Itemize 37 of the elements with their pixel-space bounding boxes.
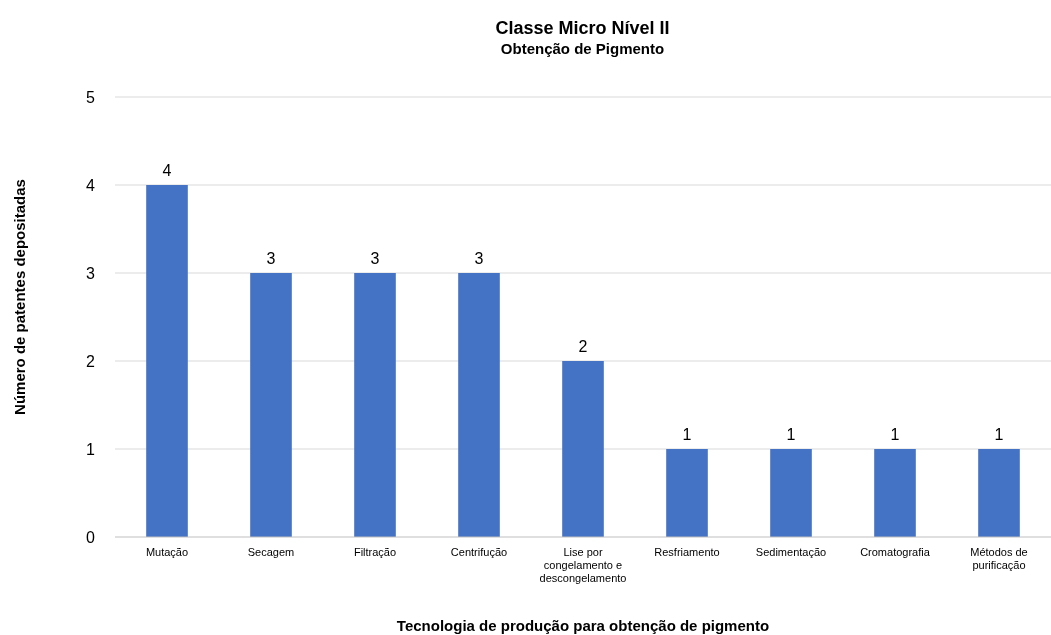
chart-title: Classe Micro Nível II [495,18,670,38]
bar [250,273,292,537]
x-axis-title: Tecnologia de produção para obtenção de pigmento [396,617,770,634]
bar [354,273,396,537]
x-tick-label: Sedimentação [755,546,827,558]
x-tick-label: Resfriamento [654,546,720,558]
bar [562,361,604,537]
x-tick-label: Cromatografia [860,546,931,558]
y-axis-title: Número de patentes depositadas [11,179,28,415]
data-label: 1 [994,426,1004,443]
x-tick-label: Lise por congelamento e descongelamento [539,546,627,584]
data-label: 1 [890,426,900,443]
bar [666,449,708,537]
x-tick-label: Mutação [145,546,189,558]
data-label: 1 [682,426,692,443]
data-label: 3 [474,250,484,267]
data-label: 4 [162,162,172,179]
y-tick-label: 4 [86,176,96,194]
chart-subtitle: Obtenção de Pigmento [500,40,665,57]
y-tick-label: 1 [86,440,96,458]
bar [146,185,188,537]
y-tick-label: 0 [86,528,96,546]
bar [874,449,916,537]
data-label: 3 [370,250,380,267]
x-tick-label: Centrifução [450,546,508,558]
y-tick-label: 5 [86,88,96,106]
data-label: 1 [786,426,796,443]
bar [978,449,1020,537]
y-tick-label: 3 [86,264,96,282]
data-label: 2 [578,338,588,355]
bar [458,273,500,537]
y-tick-label: 2 [86,352,96,370]
x-tick-label: Métodos de purificação [970,546,1028,571]
bar [770,449,812,537]
data-label: 3 [266,250,276,267]
x-tick-label: Secagem [247,546,295,558]
x-tick-label: Filtração [353,546,397,558]
